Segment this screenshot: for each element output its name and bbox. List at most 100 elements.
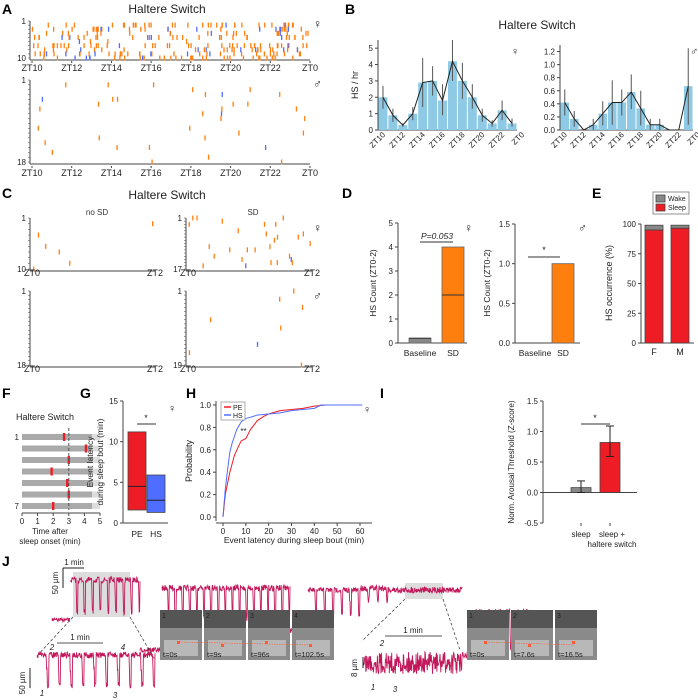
chart-b-male-trend-line [564, 86, 689, 131]
video-frame-wing [515, 640, 549, 656]
chart-g-box [146, 474, 166, 513]
trace-segment [51, 616, 71, 623]
panel-f-xlabel: Time after [32, 527, 68, 536]
chart-b-female-xtick-label: ZT12 [387, 130, 407, 150]
chart-b-female-ytick-label: 5 [369, 44, 374, 53]
raster-a-xtick-label: ZT0 [302, 168, 318, 178]
trace-segment [359, 584, 389, 604]
video-frame-wing [296, 640, 330, 656]
chart-i-ytick-label: 0.5 [527, 458, 539, 467]
chart-d-male-ylabel: HS Count (ZT0-2) [482, 249, 492, 317]
panel-b-title: Haltere Switch [498, 18, 575, 32]
tracked-point [484, 641, 487, 644]
panel-f-row-last: 7 [15, 502, 20, 511]
tracked-point [528, 644, 531, 647]
chart-g-ytick-label: 5 [114, 478, 119, 487]
zoomed-trace-right [362, 650, 463, 674]
event-marker [66, 479, 69, 487]
trace-segment [161, 583, 291, 622]
chart-d-female-ytick-label: 2 [389, 291, 394, 300]
chart-b-female-xtick-label: ZT22 [487, 130, 507, 150]
chart-g-ytick-label: 0 [114, 519, 119, 528]
panel-f-xtick-label: 1 [35, 517, 40, 526]
male-symbol: ♂ [578, 221, 587, 235]
chart-h-ytick-label: 0.8 [200, 423, 212, 432]
chart-g-sig-star: * [144, 413, 148, 423]
female-symbol: ♀ [511, 46, 519, 58]
chart-h-cdf-hs [222, 404, 363, 518]
sleep-bout-fade [92, 480, 100, 486]
panel-f-title: Haltere Switch [16, 412, 74, 422]
sleep-bout-bar [22, 434, 100, 440]
left-frame-time: t=0s [163, 650, 178, 659]
chart-b-male-xtick-label: ZT22 [663, 130, 683, 150]
chart-h-ytick-label: 0.0 [200, 513, 212, 522]
scale-label-time: 1 min [64, 558, 84, 567]
chart-b-female-bar [457, 80, 467, 130]
tracked-point [177, 641, 180, 644]
sleep-bout-fade [92, 445, 100, 452]
raster-a-xtick-label: ZT18 [180, 168, 201, 178]
chart-i-xtick-label: sleep + [599, 530, 625, 539]
chart-h-xlabel: Event latency during sleep bout (min) [224, 535, 364, 545]
raster-c-x-end: ZT2 [304, 268, 320, 278]
chart-b-female-xtick-label: ZT0 [510, 130, 527, 147]
chart-b-male-xtick-label: ZT14 [587, 130, 607, 150]
chart-d-female-xtick-label: SD [447, 348, 459, 358]
video-frame-dark [248, 610, 290, 628]
tracked-point [572, 641, 575, 644]
chart-b-female-bar [378, 97, 388, 130]
chart-b-male-ytick-label: 1.2 [544, 48, 556, 57]
sleep-bout-bar [22, 491, 100, 498]
panel-a-title: Haltere Switch [128, 2, 205, 16]
chart-b-female-xtick-label: ZT14 [407, 130, 427, 150]
trace-marker-3: 3 [113, 691, 118, 700]
event-marker [50, 467, 53, 476]
female-symbol: ♀ [363, 404, 371, 416]
chart-b-female-bar [467, 97, 477, 130]
chart-b-female-ytick-label: 2 [369, 93, 374, 102]
chart-b-female-bar [408, 113, 418, 130]
raster-c-x-start: ZT0 [180, 364, 196, 374]
panel-f-xtick-label: 3 [67, 517, 72, 526]
chart-e-ytick-label: 25 [627, 309, 636, 318]
raster-c-male-sd-row-label-first: 1 [178, 287, 183, 296]
trace-segment [387, 585, 463, 595]
sleep-bout-fade [92, 457, 100, 463]
raster-a-xtick-label: ZT16 [141, 63, 162, 73]
video-frame-wing [559, 640, 593, 656]
panel-label-j: J [2, 553, 10, 569]
chart-b-male-xtick-label: ZT18 [625, 130, 645, 150]
raster-a-female-row-label-first: 1 [22, 17, 27, 26]
sleep-bout-fade [92, 491, 100, 498]
left-frame-number: 1 [162, 613, 166, 620]
chart-d-female-ytick-label: 1 [389, 315, 394, 324]
trace-segment [69, 575, 141, 617]
chart-g-ylabel: Event latency [85, 436, 95, 488]
event-marker [84, 444, 88, 453]
chart-b-female-ytick-label: 3 [369, 77, 374, 86]
tracked-point [221, 644, 224, 647]
chart-b-male-ytick-label: 0.6 [544, 87, 556, 96]
raster-c-x-end: ZT2 [147, 268, 163, 278]
condition-sd: SD [247, 208, 258, 217]
raster-a-xtick-label: ZT20 [220, 168, 241, 178]
chart-i-ytick-label: -0.5 [524, 519, 538, 528]
chart-h-ytick-label: 1.0 [200, 401, 212, 410]
video-frame-wing [471, 640, 505, 656]
right-frame-time: t=16.5s [558, 650, 583, 659]
chart-b-female-bar [497, 110, 507, 130]
panel-f-xtick-label: 5 [98, 517, 103, 526]
raster-a-xtick-label: ZT18 [180, 63, 201, 73]
left-frame-time: t=102.5s [295, 650, 324, 659]
raster-a-xtick-label: ZT10 [21, 168, 42, 178]
chart-e-bar-wake [644, 224, 664, 231]
chart-h-xtick-label: 20 [264, 527, 273, 536]
chart-e-ytick-label: 75 [627, 250, 636, 259]
chart-h-xtick-label: 60 [356, 527, 365, 536]
chart-i-ytick-label: 1.5 [527, 397, 539, 406]
chart-e-xtick-label: F [651, 347, 657, 357]
chart-e-ytick-label: 50 [627, 280, 636, 289]
video-frame-dark [511, 610, 553, 628]
chart-e-bar-wake [670, 224, 690, 229]
